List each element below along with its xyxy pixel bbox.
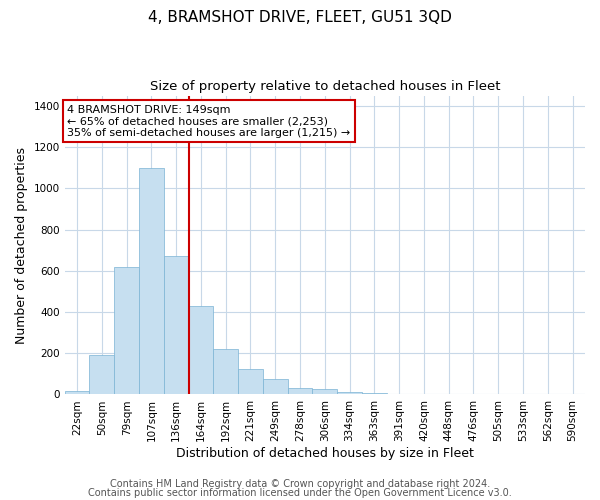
X-axis label: Distribution of detached houses by size in Fleet: Distribution of detached houses by size … <box>176 447 474 460</box>
Bar <box>238 368 263 394</box>
Bar <box>89 356 114 395</box>
Y-axis label: Number of detached properties: Number of detached properties <box>15 146 28 344</box>
Bar <box>139 168 164 394</box>
Text: 4, BRAMSHOT DRIVE, FLEET, GU51 3QD: 4, BRAMSHOT DRIVE, FLEET, GU51 3QD <box>148 10 452 25</box>
Bar <box>287 388 313 394</box>
Bar <box>263 379 287 394</box>
Bar <box>313 390 337 394</box>
Text: 4 BRAMSHOT DRIVE: 149sqm
← 65% of detached houses are smaller (2,253)
35% of sem: 4 BRAMSHOT DRIVE: 149sqm ← 65% of detach… <box>67 104 350 138</box>
Title: Size of property relative to detached houses in Fleet: Size of property relative to detached ho… <box>149 80 500 93</box>
Bar <box>65 392 89 394</box>
Bar <box>337 392 362 394</box>
Bar <box>188 306 214 394</box>
Bar <box>114 266 139 394</box>
Bar <box>214 349 238 395</box>
Bar <box>164 256 188 394</box>
Text: Contains public sector information licensed under the Open Government Licence v3: Contains public sector information licen… <box>88 488 512 498</box>
Text: Contains HM Land Registry data © Crown copyright and database right 2024.: Contains HM Land Registry data © Crown c… <box>110 479 490 489</box>
